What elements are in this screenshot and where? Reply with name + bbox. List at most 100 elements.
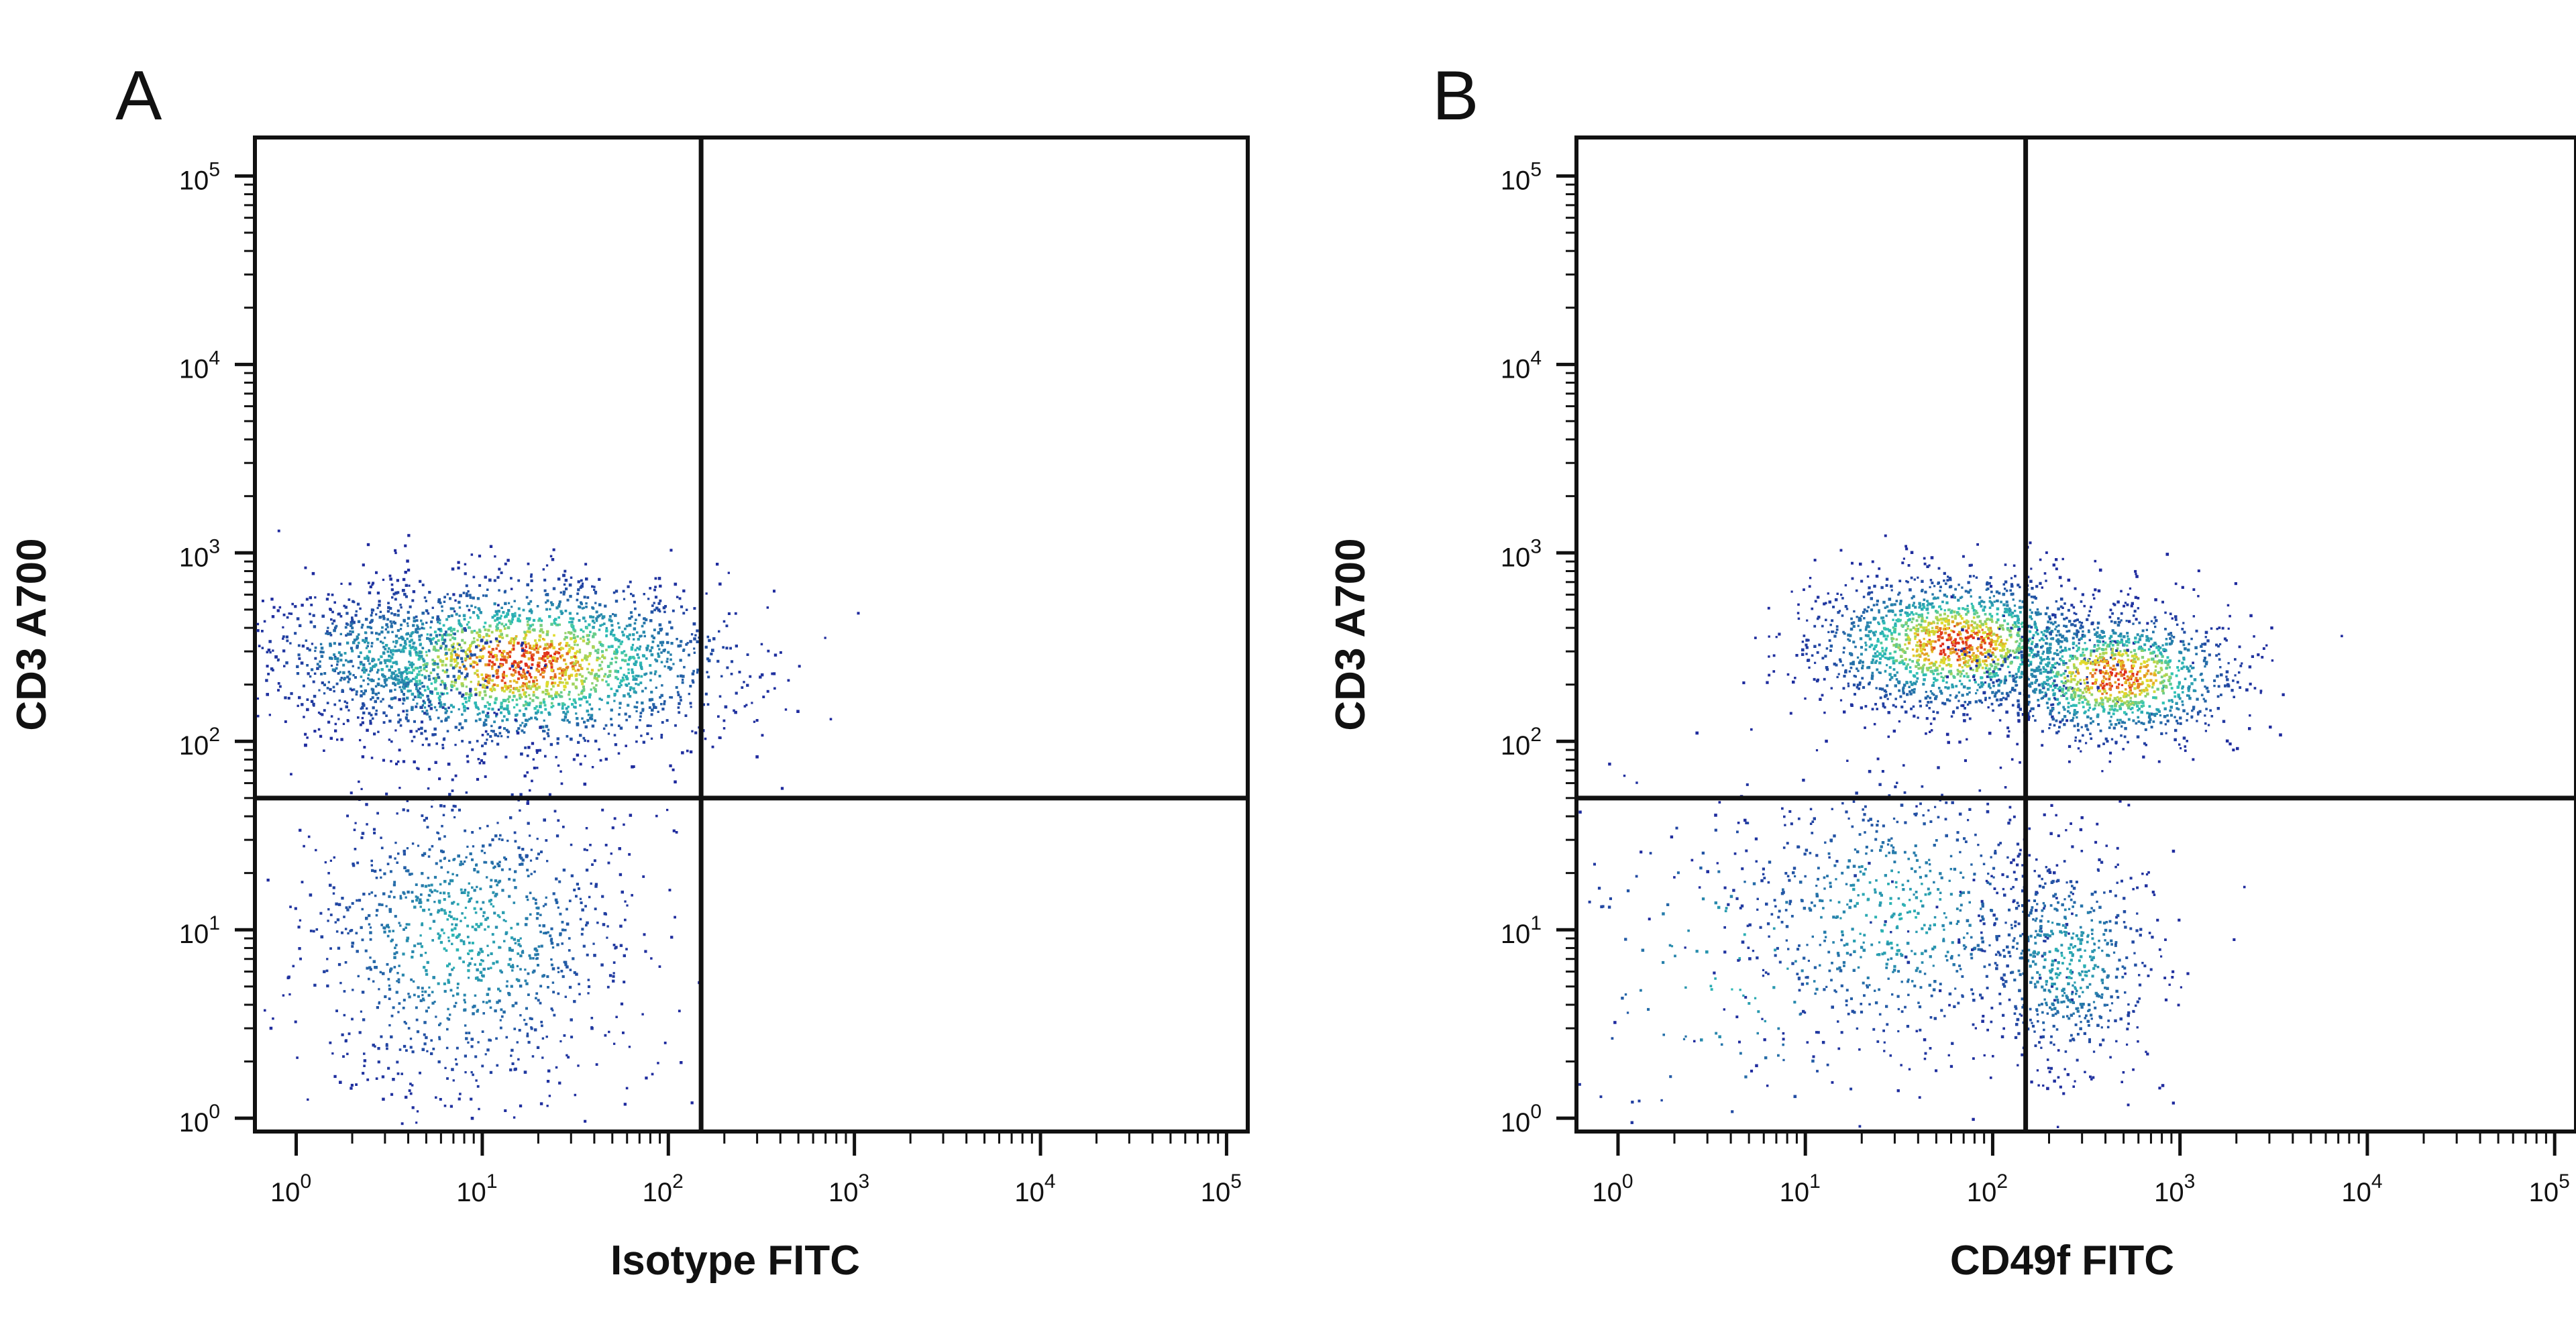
panel-a-event-dot (459, 863, 462, 867)
panel-a-event-dot (356, 602, 360, 606)
panel-a-event-dot (366, 655, 369, 658)
panel-a-event-dot (610, 852, 612, 855)
panel-a-event-dot (390, 697, 394, 701)
panel-a-event-dot (449, 655, 453, 659)
panel-a-event-dot (365, 917, 368, 920)
panel-a-event-dot (551, 681, 554, 684)
panel-a-event-dot (404, 647, 407, 650)
panel-a-event-dot (648, 706, 651, 709)
panel-a-event-dot (539, 930, 542, 934)
panel-a-event-dot (376, 638, 379, 641)
panel-a-event-dot (313, 694, 317, 698)
panel-a-event-dot (474, 606, 477, 609)
panel-a-event-dot (513, 669, 515, 671)
panel-a-event-dot (531, 699, 534, 702)
panel-a-event-dot (566, 1054, 568, 1057)
panel-a-event-dot (419, 905, 422, 908)
panel-b-event-dot (1915, 665, 1918, 668)
panel-a-event-dot (425, 737, 428, 740)
panel-a-event-dot (422, 685, 425, 688)
panel-b-event-dot (2010, 584, 2014, 588)
panel-a-event-dot (594, 602, 597, 604)
panel-b-event-dot (1923, 653, 1926, 656)
panel-a-event-dot (516, 922, 519, 926)
panel-a-event-dot (396, 1060, 399, 1064)
panel-a-event-dot (612, 613, 614, 616)
panel-a-event-dot (375, 914, 378, 917)
panel-a-event-dot (369, 968, 372, 971)
panel-a-event-dot (510, 588, 513, 590)
panel-a-event-dot (513, 831, 517, 834)
panel-a-event-dot (559, 1040, 562, 1043)
panel-a-event-dot (342, 663, 345, 667)
panel-b-event-dot (2055, 661, 2059, 665)
panel-a-event-dot (521, 649, 525, 652)
panel-a-event-dot (408, 661, 411, 663)
panel-a-event-dot (513, 694, 516, 698)
panel-a-event-dot (432, 976, 435, 979)
panel-a-event-dot (427, 908, 431, 911)
panel-a-event-dot (439, 622, 441, 624)
panel-a-event-dot (430, 883, 433, 887)
panel-a-event-dot (517, 619, 519, 622)
panel-b-event-dot (1842, 630, 1845, 634)
panel-b-event-dot (1956, 611, 1960, 614)
panel-a-event-dot (524, 723, 527, 726)
panel-a-event-dot (680, 699, 682, 702)
panel-b-event-dot (2096, 659, 2099, 662)
panel-a-event-dot (356, 861, 360, 865)
panel-a-event-dot (503, 856, 506, 859)
panel-a-event-dot (402, 682, 406, 686)
panel-a-event-dot (545, 693, 547, 696)
panel-a-event-dot (508, 695, 511, 699)
panel-a-event-dot (635, 618, 637, 621)
panel-a-event-dot (760, 643, 763, 646)
panel-a-event-dot (431, 616, 434, 619)
panel-a-event-dot (427, 743, 431, 747)
panel-a-event-dot (591, 863, 594, 866)
panel-a-event-dot (545, 608, 548, 611)
panel-a-event-dot (613, 650, 616, 654)
panel-a-event-dot (301, 604, 304, 607)
panel-a-event-dot (491, 661, 494, 664)
panel-a-event-dot (533, 707, 537, 710)
panel-b-event-dot (2027, 664, 2030, 667)
panel-a-event-dot (397, 668, 400, 671)
panel-a-event-dot (455, 918, 458, 921)
panel-a-event-dot (657, 602, 661, 605)
panel-a-event-dot (499, 946, 502, 949)
panel-a-event-dot (590, 714, 594, 717)
panel-b-label: B (1432, 57, 1479, 135)
panel-b-event-dot (1960, 683, 1964, 685)
panel-a-event-dot (326, 630, 329, 633)
panel-a-event-dot (514, 637, 517, 641)
panel-a-event-dot (751, 702, 753, 704)
panel-b-event-dot (1944, 675, 1947, 678)
panel-a-event-dot (411, 899, 414, 903)
panel-b-event-dot (1902, 690, 1904, 693)
panel-a-event-dot (557, 819, 560, 822)
panel-a-event-dot (506, 839, 509, 842)
panel-a-event-dot (580, 901, 583, 904)
panel-a-event-dot (380, 684, 383, 687)
panel-a-event-dot (478, 694, 481, 697)
panel-a-event-dot (577, 588, 580, 592)
panel-a-event-dot (339, 679, 342, 681)
panel-a-event-dot (375, 632, 378, 635)
panel-a-event-dot (484, 641, 488, 645)
panel-a-event-dot (329, 608, 331, 610)
panel-b-event-dot (1990, 643, 1993, 647)
panel-a-event-dot (528, 954, 531, 957)
panel-a-event-dot (497, 864, 501, 867)
panel-a-event-dot (368, 582, 370, 584)
panel-a-event-dot (500, 632, 503, 637)
panel-a-event-dot (397, 678, 400, 682)
panel-a-event-dot (755, 755, 759, 759)
panel-a-event-dot (406, 559, 409, 563)
panel-a-event-dot (550, 942, 554, 945)
panel-b-event-dot (1954, 588, 1957, 591)
panel-a-event-dot (488, 1038, 491, 1042)
panel-a-event-dot (738, 671, 741, 673)
panel-a-event-dot (561, 928, 564, 932)
panel-a-event-dot (402, 646, 406, 649)
